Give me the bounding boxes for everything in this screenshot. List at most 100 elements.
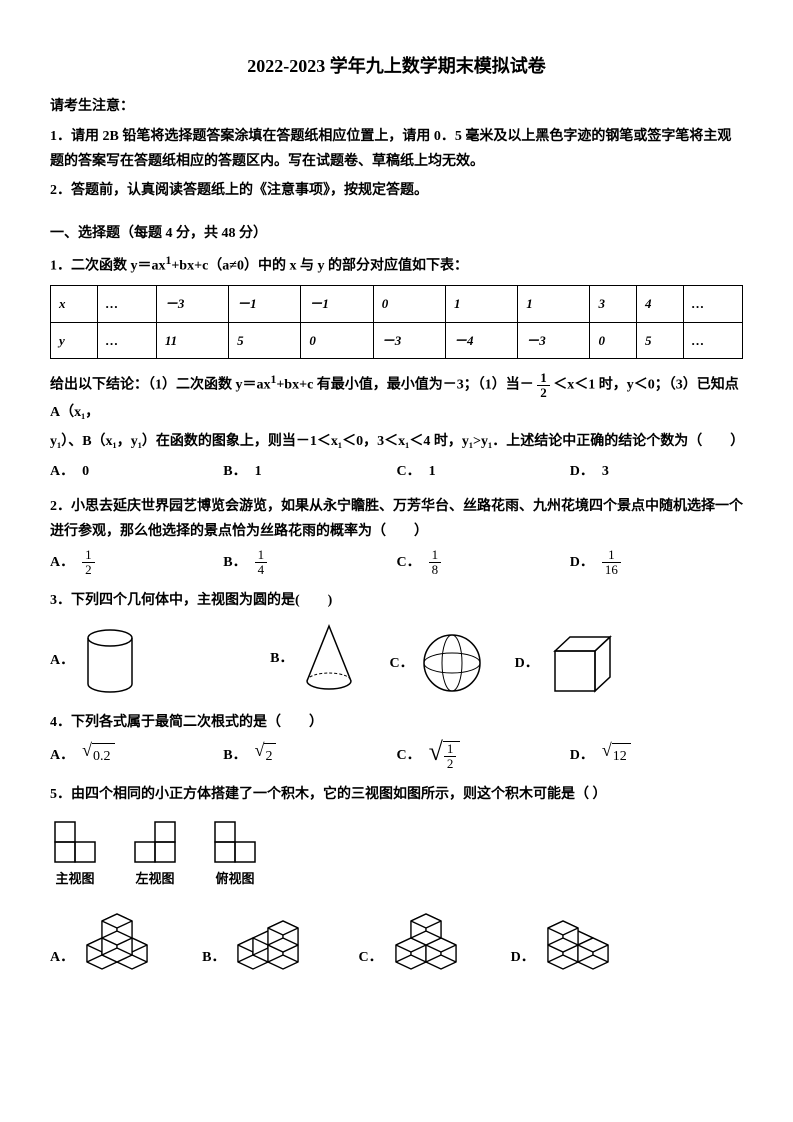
sqrt-icon: √2 — [255, 741, 277, 769]
option-c[interactable]: C．18 — [397, 548, 570, 578]
cylinder-icon — [80, 626, 140, 696]
opt-label: C． — [389, 651, 413, 676]
opt-label: A． — [50, 648, 74, 673]
iso-cubes-icon — [391, 900, 471, 970]
q1-stem-b: +bx+c（a≠0）中的 x 与 y 的部分对应值如下表： — [171, 259, 468, 274]
option-a[interactable]: A． 0 — [50, 459, 223, 484]
cell: 3 — [590, 286, 637, 322]
q5-views: 主视图 左视图 俯视图 — [50, 817, 743, 890]
q1-stem-a: 1．二次函数 y＝ax — [50, 259, 166, 274]
front-view: 主视图 — [50, 817, 100, 890]
cell: 11 — [156, 322, 228, 358]
option-b[interactable]: B． 14 — [223, 548, 396, 578]
opt-label: D． — [511, 945, 535, 970]
cell: … — [683, 322, 742, 358]
cell: 1 — [445, 286, 517, 322]
sqrt-icon: √12 — [429, 739, 461, 772]
option-b[interactable]: B． √2 — [223, 739, 396, 772]
option-b[interactable]: B． — [202, 900, 318, 970]
option-c[interactable]: C． √12 — [397, 739, 570, 772]
cell: －1 — [229, 286, 301, 322]
opt-label: B． — [223, 743, 246, 768]
option-a[interactable]: A． √0.2 — [50, 739, 223, 772]
fraction: 12 — [82, 548, 95, 578]
notice-heading: 请考生注意： — [50, 94, 743, 119]
opt-label: B． — [202, 945, 225, 970]
q3-options: A． B． C． D． — [50, 621, 743, 696]
option-b[interactable]: B． 1 — [223, 459, 396, 484]
option-a[interactable]: A． — [50, 626, 140, 696]
opt-label: B． — [223, 550, 246, 575]
option-c[interactable]: C．1 — [397, 459, 570, 484]
cell: －3 — [373, 322, 445, 358]
q1-mid2: y₁）、B（x₁，y₁）在函数的图象上，则当－1＜x₁＜0，3＜x₁＜4 时，y… — [50, 429, 743, 454]
opt-text: 0 — [82, 459, 89, 484]
fraction: 14 — [255, 548, 268, 578]
option-d[interactable]: D． 3 — [570, 459, 743, 484]
iso-cubes-icon — [543, 900, 628, 970]
opt-text: 3 — [602, 459, 609, 484]
cell: －4 — [445, 322, 517, 358]
option-d[interactable]: D．116 — [570, 548, 743, 578]
iso-cubes-icon — [82, 900, 162, 970]
opt-label: C． — [358, 945, 382, 970]
cell: x — [51, 286, 98, 322]
option-d[interactable]: D． — [515, 631, 615, 696]
opt-label: A． — [50, 550, 74, 575]
opt-label: D． — [515, 651, 539, 676]
text: +bx+c 有最小值，最小值为－3；（1）当－ — [276, 378, 533, 393]
q1-options: A． 0 B． 1 C．1 D． 3 — [50, 459, 743, 484]
top-view: 俯视图 — [210, 817, 260, 890]
q1-mid: 给出以下结论：（1）二次函数 y＝ax1+bx+c 有最小值，最小值为－3；（1… — [50, 369, 743, 425]
q2-options: A． 12 B． 14 C．18 D．116 — [50, 548, 743, 578]
view-icon — [130, 817, 180, 867]
view-label: 俯视图 — [210, 867, 260, 890]
opt-label: B． — [270, 646, 293, 671]
option-a[interactable]: A． — [50, 900, 162, 970]
notice-1: 1．请用 2B 铅笔将选择题答案涂填在答题纸相应位置上，请用 0．5 毫米及以上… — [50, 124, 743, 174]
text: 给出以下结论：（1）二次函数 y＝ax — [50, 378, 271, 393]
section-heading: 一、选择题（每题 4 分，共 48 分） — [50, 221, 743, 246]
opt-text: 1 — [429, 459, 436, 484]
cell: 5 — [637, 322, 684, 358]
opt-label: C． — [397, 550, 421, 575]
opt-label: A． — [50, 743, 74, 768]
cell: 0 — [590, 322, 637, 358]
fraction: 116 — [602, 548, 621, 578]
opt-label: D． — [570, 459, 594, 484]
q5-stem: 5．由四个相同的小正方体搭建了一个积木，它的三视图如图所示，则这个积木可能是（ … — [50, 782, 743, 807]
sqrt-icon: √0.2 — [82, 741, 114, 769]
q2-stem: 2．小思去延庆世界园艺博览会游览，如果从永宁瞻胜、万芳华台、丝路花雨、九州花境四… — [50, 494, 743, 544]
cell: 0 — [373, 286, 445, 322]
cell: －3 — [156, 286, 228, 322]
cell: 1 — [518, 286, 590, 322]
option-c[interactable]: C． — [358, 900, 470, 970]
q4-options: A． √0.2 B． √2 C． √12 D．√12 — [50, 739, 743, 772]
opt-text: 1 — [255, 459, 262, 484]
opt-label: A． — [50, 459, 74, 484]
opt-label: C． — [397, 743, 421, 768]
table-row: y … 11 5 0 －3 －4 －3 0 5 … — [51, 322, 743, 358]
option-a[interactable]: A． 12 — [50, 548, 223, 578]
cell: 5 — [229, 322, 301, 358]
opt-label: A． — [50, 945, 74, 970]
sqrt-icon: √12 — [602, 741, 631, 769]
cell: －1 — [301, 286, 373, 322]
option-d[interactable]: D．√12 — [570, 739, 743, 772]
option-c[interactable]: C． — [389, 631, 484, 696]
q4-stem: 4．下列各式属于最简二次根式的是（ ） — [50, 710, 743, 735]
table-row: x … －3 －1 －1 0 1 1 3 4 … — [51, 286, 743, 322]
cone-icon — [299, 621, 359, 696]
q5-options: A． B． C． — [50, 900, 743, 970]
q1-table: x … －3 －1 －1 0 1 1 3 4 … y … 11 5 0 －3 －… — [50, 285, 743, 359]
q1-stem: 1．二次函数 y＝ax1+bx+c（a≠0）中的 x 与 y 的部分对应值如下表… — [50, 250, 743, 279]
cell: 0 — [301, 322, 373, 358]
left-view: 左视图 — [130, 817, 180, 890]
cell: －3 — [518, 322, 590, 358]
view-icon — [210, 817, 260, 867]
option-b[interactable]: B． — [270, 621, 359, 696]
opt-label: B． — [223, 459, 246, 484]
option-d[interactable]: D． — [511, 900, 628, 970]
cell: y — [51, 322, 98, 358]
cell: 4 — [637, 286, 684, 322]
